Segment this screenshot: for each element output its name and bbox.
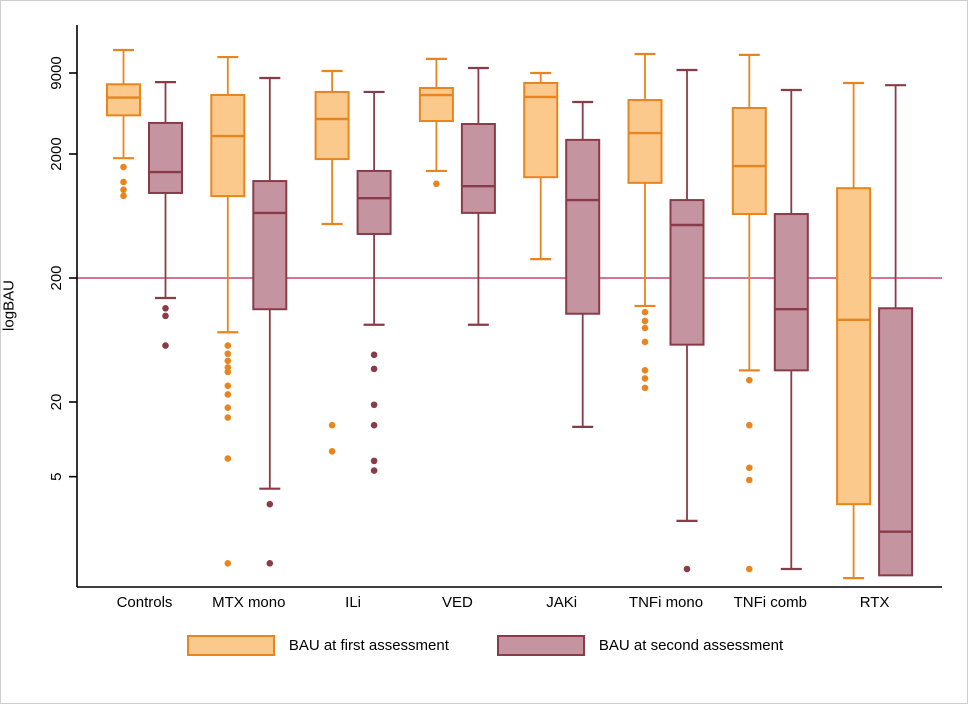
outlier-dot bbox=[641, 308, 649, 316]
outlier-dot bbox=[641, 324, 649, 332]
outlier-dot bbox=[266, 560, 274, 567]
outlier-dot bbox=[224, 455, 232, 462]
outlier-dot bbox=[370, 401, 378, 409]
outlier-dot bbox=[120, 186, 127, 194]
boxplot-group-tnfi-comb-first bbox=[731, 53, 767, 573]
iqr-box bbox=[731, 106, 767, 216]
outlier-dot bbox=[641, 384, 649, 392]
boxplot-group-ved-first bbox=[418, 57, 454, 188]
boxplot-group-ved-second bbox=[460, 66, 496, 326]
iqr-box bbox=[669, 199, 705, 346]
legend-entry-second: BAU at second assessment bbox=[496, 635, 784, 656]
boxplot-group-ili-second bbox=[356, 90, 392, 474]
legend-swatch-first-assessment bbox=[186, 635, 275, 656]
outlier-dot bbox=[162, 342, 169, 349]
outlier-dot bbox=[224, 414, 232, 421]
outlier-dot bbox=[328, 448, 336, 455]
x-category-label-tnfi-comb: TNFi comb bbox=[734, 594, 807, 611]
iqr-box bbox=[523, 81, 559, 179]
iqr-box bbox=[565, 138, 601, 315]
outlier-dot bbox=[641, 338, 649, 346]
y-tick-label: 9000 bbox=[48, 56, 65, 89]
boxplot-group-rtx-second bbox=[878, 84, 914, 577]
x-category-label-jaki: JAKi bbox=[546, 594, 577, 611]
outlier-dot bbox=[746, 476, 753, 484]
y-tick-label: 2000 bbox=[48, 137, 65, 170]
iqr-box bbox=[356, 169, 392, 235]
outlier-dot bbox=[120, 192, 127, 200]
iqr-box bbox=[252, 180, 288, 311]
boxplot-group-controls-second bbox=[148, 81, 183, 349]
outlier-dot bbox=[224, 342, 232, 349]
iqr-box bbox=[418, 87, 454, 123]
outlier-dot bbox=[746, 376, 753, 384]
outlier-dot bbox=[328, 421, 336, 429]
iqr-box bbox=[773, 213, 809, 372]
boxplot-group-tnfi-mono-second bbox=[669, 68, 705, 573]
legend-label-second-assessment: BAU at second assessment bbox=[598, 637, 784, 654]
legend-swatch-second-assessment bbox=[496, 635, 585, 656]
x-category-label-tnfi-mono: TNFi mono bbox=[629, 594, 703, 611]
outlier-dot bbox=[370, 457, 378, 465]
outlier-dot bbox=[224, 382, 232, 390]
boxplot-group-mtx-mono-second bbox=[252, 76, 288, 567]
legend-label-first-assessment: BAU at first assessment bbox=[288, 637, 449, 654]
y-tick-label: 5 bbox=[48, 472, 65, 480]
outlier-dot bbox=[370, 365, 378, 373]
boxplot-group-ili-first bbox=[314, 69, 350, 455]
y-axis-title: logBAU bbox=[0, 280, 18, 331]
boxplot-group-tnfi-comb-second bbox=[773, 88, 809, 571]
outlier-dot bbox=[746, 565, 753, 573]
outlier-dot bbox=[641, 367, 649, 374]
outlier-dot bbox=[162, 304, 169, 312]
iqr-box bbox=[210, 94, 246, 198]
boxplot-group-mtx-mono-first bbox=[210, 55, 246, 567]
outlier-dot bbox=[370, 351, 378, 359]
outlier-dot bbox=[370, 467, 378, 474]
outlier-dot bbox=[224, 357, 232, 365]
outlier-dot bbox=[266, 500, 274, 508]
outlier-dot bbox=[433, 180, 440, 188]
x-category-label-ved: VED bbox=[442, 594, 473, 611]
boxplot-group-jaki-first bbox=[523, 71, 559, 261]
outlier-dot bbox=[162, 312, 169, 320]
boxplot-group-controls-first bbox=[106, 48, 141, 200]
boxplot-group-jaki-second bbox=[565, 100, 601, 428]
y-tick-label: 20 bbox=[48, 394, 65, 411]
outlier-dot bbox=[746, 464, 753, 472]
boxplot-group-rtx-first bbox=[836, 81, 872, 580]
iqr-box bbox=[836, 187, 872, 506]
outlier-dot bbox=[224, 350, 232, 358]
outlier-dot bbox=[370, 421, 378, 429]
legend-entry-first: BAU at first assessment bbox=[186, 635, 449, 656]
iqr-box bbox=[148, 121, 183, 194]
outlier-dot bbox=[746, 421, 753, 429]
y-tick-label: 200 bbox=[48, 265, 65, 290]
iqr-box bbox=[627, 99, 663, 184]
iqr-box bbox=[314, 90, 350, 161]
outlier-dot bbox=[224, 391, 232, 398]
outlier-dot bbox=[120, 163, 127, 171]
outlier-dot bbox=[683, 565, 691, 573]
iqr-box bbox=[460, 123, 496, 214]
boxplot-group-tnfi-mono-first bbox=[627, 52, 663, 392]
iqr-box bbox=[878, 307, 914, 577]
x-category-label-ili: ILi bbox=[345, 594, 361, 611]
x-category-label-controls: Controls bbox=[117, 594, 173, 611]
x-category-label-mtx-mono: MTX mono bbox=[212, 594, 285, 611]
outlier-dot bbox=[224, 404, 232, 411]
outlier-dot bbox=[641, 317, 649, 325]
x-category-label-rtx: RTX bbox=[860, 594, 890, 611]
outlier-dot bbox=[641, 375, 649, 382]
outlier-dot bbox=[224, 560, 232, 567]
iqr-box bbox=[106, 83, 141, 117]
outlier-dot bbox=[224, 368, 232, 376]
outlier-dot bbox=[120, 178, 127, 186]
legend: BAU at first assessment BAU at second as… bbox=[1, 635, 967, 656]
